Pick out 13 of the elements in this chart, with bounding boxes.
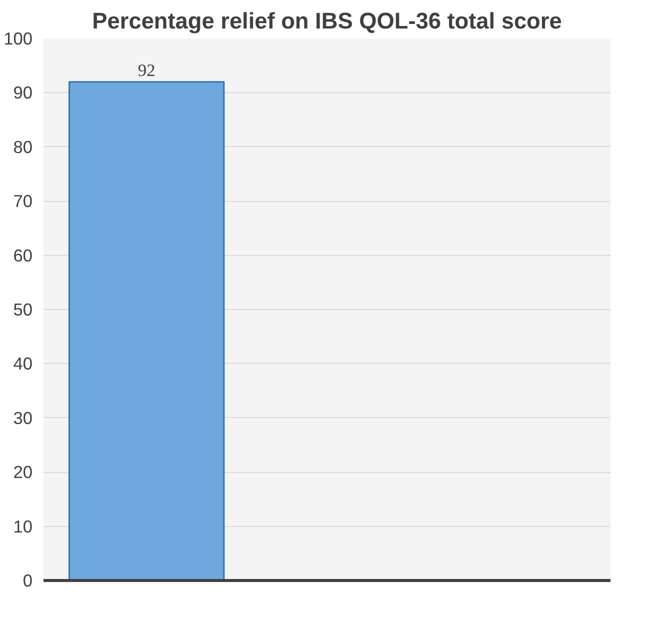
- y-tick-label: 90: [13, 82, 33, 103]
- y-tick-label: 30: [13, 408, 33, 428]
- y-tick-label: 40: [13, 354, 33, 374]
- y-tick-label: 10: [13, 516, 33, 536]
- data-label: 92: [138, 60, 156, 80]
- y-tick-label: 70: [13, 191, 33, 212]
- y-tick-label: 50: [13, 300, 33, 320]
- y-tick-label: 60: [13, 245, 33, 266]
- chart-title: Percentage relief on IBS QOL-36 total score: [92, 8, 562, 34]
- y-tick-label: 100: [4, 28, 33, 48]
- y-tick-label: 20: [13, 462, 33, 482]
- y-tick-label: 0: [22, 570, 33, 590]
- y-tick-label: 80: [13, 136, 33, 157]
